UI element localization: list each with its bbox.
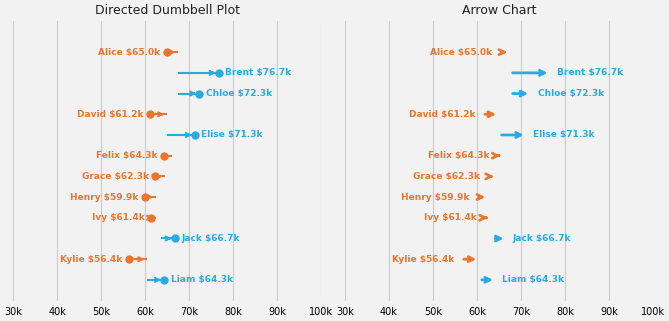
Title: Arrow Chart: Arrow Chart [462, 4, 536, 17]
Text: Elise $71.3k: Elise $71.3k [201, 130, 263, 139]
Text: Chloe $72.3k: Chloe $72.3k [206, 89, 272, 98]
Text: David $61.2k: David $61.2k [78, 110, 144, 119]
Text: Grace $62.3k: Grace $62.3k [82, 172, 149, 181]
Title: Directed Dumbbell Plot: Directed Dumbbell Plot [94, 4, 240, 17]
Text: Brent $76.7k: Brent $76.7k [557, 68, 623, 77]
Text: Jack $66.7k: Jack $66.7k [181, 234, 240, 243]
Text: Liam $64.3k: Liam $64.3k [502, 275, 565, 284]
Text: Felix $64.3k: Felix $64.3k [96, 151, 157, 160]
Text: Henry $59.9k: Henry $59.9k [70, 193, 138, 202]
Text: Chloe $72.3k: Chloe $72.3k [538, 89, 603, 98]
Text: Brent $76.7k: Brent $76.7k [225, 68, 291, 77]
Text: Ivy $61.4k: Ivy $61.4k [92, 213, 145, 222]
Text: Kylie $56.4k: Kylie $56.4k [392, 255, 454, 264]
Text: Felix $64.3k: Felix $64.3k [427, 151, 489, 160]
Text: Elise $71.3k: Elise $71.3k [533, 130, 595, 139]
Text: David $61.2k: David $61.2k [409, 110, 476, 119]
Text: Liam $64.3k: Liam $64.3k [171, 275, 233, 284]
Text: Ivy $61.4k: Ivy $61.4k [423, 213, 476, 222]
Text: Henry $59.9k: Henry $59.9k [401, 193, 470, 202]
Text: Kylie $56.4k: Kylie $56.4k [60, 255, 122, 264]
Text: Alice $65.0k: Alice $65.0k [98, 48, 161, 57]
Text: Grace $62.3k: Grace $62.3k [413, 172, 480, 181]
Text: Jack $66.7k: Jack $66.7k [513, 234, 571, 243]
Text: Alice $65.0k: Alice $65.0k [430, 48, 492, 57]
